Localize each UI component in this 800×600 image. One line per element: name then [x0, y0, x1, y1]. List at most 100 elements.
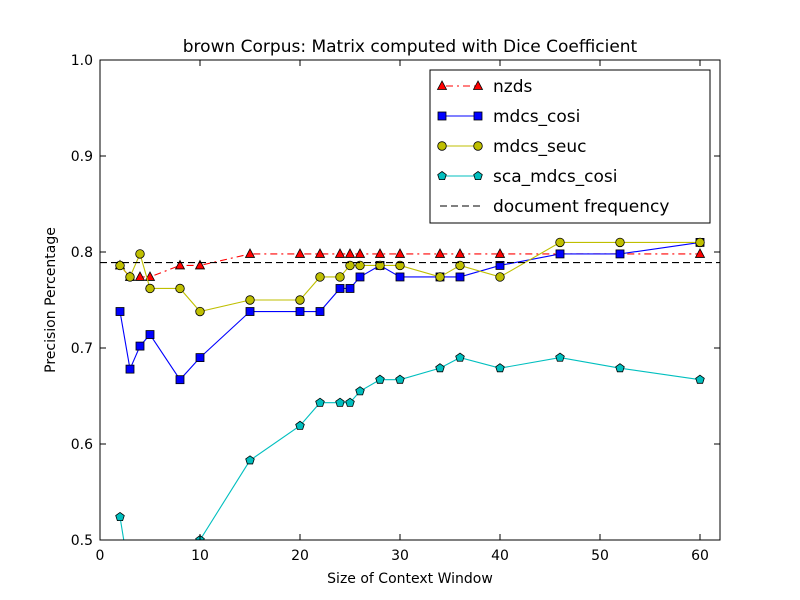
data-point — [174, 259, 186, 270]
data-point — [694, 248, 706, 258]
data-point — [345, 397, 355, 407]
data-point — [435, 363, 445, 373]
data-point — [374, 248, 386, 258]
y-tick-label: 1.0 — [71, 53, 93, 69]
data-point — [175, 283, 185, 294]
data-point — [395, 272, 405, 282]
y-tick-label: 0.8 — [71, 245, 93, 261]
y-tick-label: 0.6 — [71, 437, 93, 453]
data-point — [355, 272, 365, 282]
data-point — [315, 272, 325, 282]
data-point — [115, 511, 125, 521]
x-tick-label: 50 — [591, 548, 609, 564]
y-axis-label: Precision Percentage — [43, 227, 59, 373]
legend-label: mdcs_seuc — [493, 137, 587, 157]
data-point — [135, 341, 145, 351]
data-point — [344, 248, 356, 258]
legend-entry: document frequency — [440, 197, 669, 217]
data-point — [315, 307, 325, 316]
legend-entry: mdcs_seuc — [437, 137, 587, 157]
legend-marker — [437, 111, 447, 121]
data-point — [294, 248, 306, 258]
legend-label: nzds — [493, 77, 532, 97]
series-mdcs-cosi — [115, 237, 705, 385]
data-point — [135, 249, 145, 259]
data-point — [435, 272, 445, 282]
x-tick-label: 30 — [391, 548, 409, 564]
data-point — [335, 397, 345, 407]
data-point — [314, 248, 326, 258]
data-point — [695, 237, 705, 248]
data-point — [494, 248, 506, 258]
y-tick-label: 0.7 — [71, 341, 93, 357]
legend-label: document frequency — [493, 197, 669, 217]
y-tick-label: 0.9 — [71, 149, 93, 165]
legend: nzds mdcs_cosi mdcs_seuc sca_mdcs_cosidocum… — [429, 69, 711, 224]
data-point — [295, 295, 305, 305]
data-point — [695, 374, 705, 384]
data-point — [615, 237, 625, 248]
data-point — [125, 364, 135, 374]
legend-entry: sca_mdcs_cosi — [437, 167, 618, 187]
data-point — [134, 271, 146, 281]
data-point — [335, 272, 345, 282]
x-tick-label: 0 — [96, 548, 105, 564]
legend-entry: mdcs_cosi — [437, 107, 580, 127]
data-point — [354, 248, 366, 258]
data-point — [335, 284, 345, 293]
y-tick-label: 0.5 — [71, 533, 93, 549]
data-point — [355, 386, 365, 396]
legend-entry: nzds — [436, 77, 532, 97]
data-point — [345, 284, 355, 293]
data-point — [375, 374, 385, 384]
legend-marker — [472, 80, 484, 90]
data-point — [334, 248, 346, 258]
x-tick-label: 60 — [691, 548, 709, 564]
data-point — [615, 363, 625, 373]
legend-marker — [473, 171, 483, 181]
data-point — [195, 353, 205, 363]
data-point — [125, 272, 135, 282]
x-tick-label: 10 — [191, 548, 209, 564]
data-point — [434, 248, 446, 258]
legend-marker — [437, 141, 447, 151]
ticks-layer: 0 10 20 30 40 50 60 0.5 0.6 0.7 0.8 0.9 1.0 — [71, 53, 720, 564]
data-point — [395, 374, 405, 384]
data-point — [115, 260, 125, 271]
legend-marker — [473, 111, 483, 121]
data-point — [555, 249, 565, 259]
data-point — [145, 283, 155, 294]
series-line — [119, 241, 701, 381]
data-point — [244, 248, 256, 258]
data-point — [375, 260, 385, 271]
series-layer — [100, 237, 720, 540]
x-tick-label: 20 — [291, 548, 309, 564]
data-point — [555, 352, 565, 362]
data-point — [395, 260, 405, 271]
series-line — [119, 241, 700, 313]
data-point — [144, 271, 156, 281]
data-point — [175, 375, 185, 385]
x-axis-label: Size of Context Window — [327, 571, 493, 587]
series-sca-mdcs-cosi — [115, 352, 705, 540]
chart-title: brown Corpus: Matrix computed with Dice … — [183, 37, 638, 57]
data-point — [345, 260, 355, 271]
data-point — [245, 307, 255, 316]
data-point — [555, 237, 565, 248]
series-line — [119, 253, 700, 278]
plot-frame — [99, 59, 721, 541]
legend-marker — [436, 80, 448, 90]
data-point — [194, 259, 206, 270]
data-point — [495, 261, 505, 270]
x-tick-label: 40 — [491, 548, 509, 564]
legend-label: mdcs_cosi — [493, 107, 580, 127]
data-point — [455, 352, 465, 362]
data-point — [455, 260, 465, 271]
legend-label: sca_mdcs_cosi — [493, 167, 618, 187]
data-point — [394, 248, 406, 258]
data-point — [495, 272, 505, 282]
data-point — [295, 420, 305, 430]
data-point — [245, 295, 255, 305]
data-point — [355, 260, 365, 271]
legend-marker — [437, 171, 447, 181]
